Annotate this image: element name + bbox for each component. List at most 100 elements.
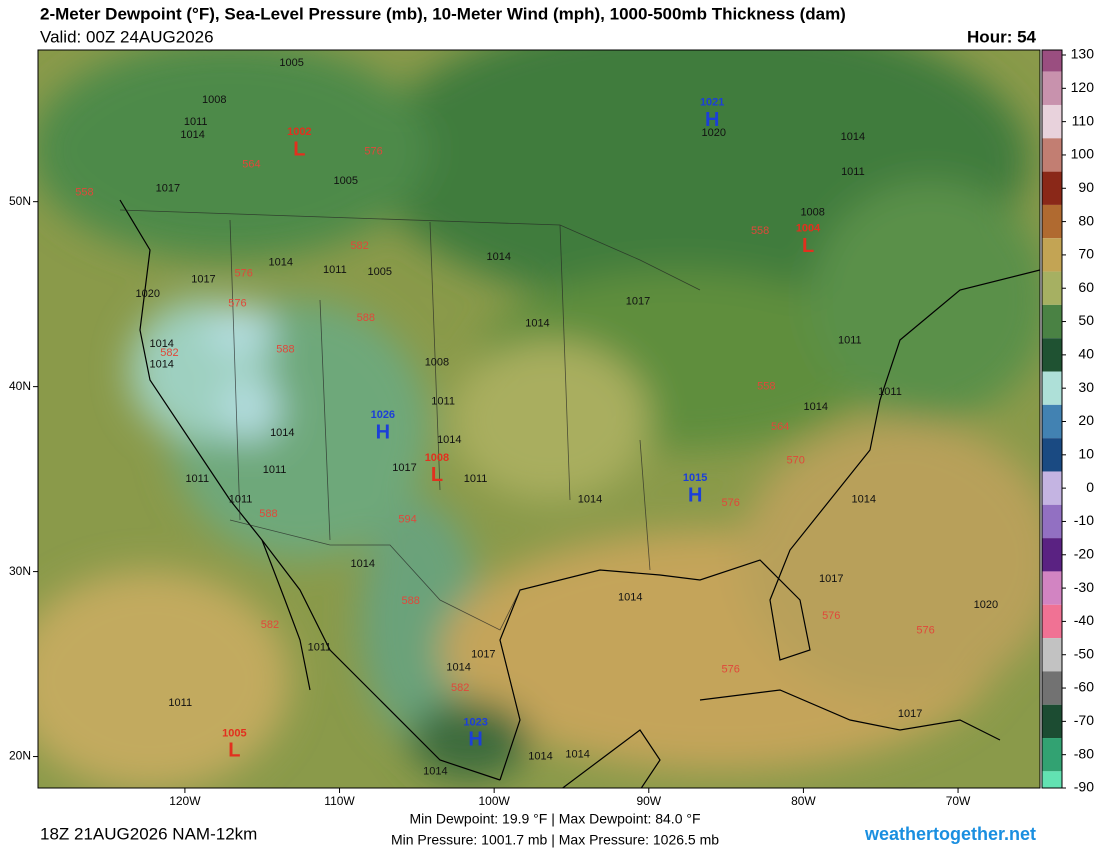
colorbar-label: 120 [1071,79,1095,95]
pressure-center-value: 1002 [287,126,311,138]
colorbar-label: -20 [1074,545,1094,561]
pressure-center-letter: L [431,464,443,486]
colorbar-label: 90 [1078,179,1094,195]
pressure-center-value: 1015 [683,472,707,484]
isobar-label: 1005 [367,266,391,278]
lon-label: 110W [324,794,355,808]
colorbar-band [1042,538,1062,572]
thickness-label: 588 [357,312,375,324]
colorbar-label: 110 [1072,112,1095,128]
isobar-label: 1014 [578,493,602,505]
colorbar-label: 10 [1078,446,1094,462]
colorbar-label: 40 [1078,346,1094,362]
lat-label: 50N [9,194,31,208]
dewpoint-shading [38,50,1040,788]
isobar-label: 1014 [269,257,293,269]
thickness-label: 576 [722,497,740,509]
isobar-label: 1005 [279,57,303,69]
isobar-label: 1017 [156,183,180,195]
isobar-label: 1011 [263,464,287,476]
lon-label: 100W [478,794,510,808]
colorbar-band [1042,238,1062,272]
colorbar-label: 50 [1078,312,1094,328]
thickness-label: 564 [242,159,260,171]
thickness-label: 582 [261,619,279,631]
colorbar-label: -70 [1074,712,1094,728]
isobar-label: 1011 [185,473,209,485]
isobar-label: 1017 [898,708,922,720]
thickness-label: 588 [401,595,419,607]
colorbar-band [1042,571,1062,605]
lon-label: 120W [169,794,201,808]
colorbar-label: 30 [1078,379,1094,395]
colorbar-band [1042,504,1062,539]
colorbar-band [1042,338,1062,372]
title: 2-Meter Dewpoint (°F), Sea-Level Pressur… [40,4,846,23]
colorbar-label: 60 [1078,279,1094,295]
pressure-center-value: 1005 [222,727,246,739]
lat-label: 40N [9,379,31,393]
thickness-label: 582 [451,682,469,694]
colorbar-label: -80 [1074,745,1094,761]
thickness-label: 582 [160,347,178,359]
isobar-label: 1014 [841,131,865,143]
thickness-label: 588 [259,508,277,520]
lat-label: 20N [9,749,31,763]
colorbar-band [1042,638,1062,672]
isobar-label: 1008 [800,207,824,219]
isobar-label: 1011 [308,641,332,653]
colorbar-band [1042,771,1062,788]
colorbar-band [1042,704,1062,739]
isobar-label: 1014 [350,558,374,570]
isobar-label: 1011 [838,334,862,346]
isobar-label: 1014 [180,129,204,141]
lon-label: 90W [636,794,661,808]
lon-label: 80W [791,794,816,808]
isobar-label: 1014 [525,318,549,330]
thickness-label: 576 [822,610,840,622]
thickness-label: 588 [276,344,294,356]
colorbar-band [1042,71,1062,105]
colorbar-band [1042,471,1062,505]
pressure-center-letter: H [468,729,482,751]
isobar-label: 1005 [333,175,357,187]
isobar-label: 1014 [149,338,173,350]
colorbar-label: 0 [1086,479,1094,495]
isobar-label: 1020 [974,599,998,611]
isobar-label: 1014 [437,434,461,446]
site-credit: weathertogether.net [864,824,1036,844]
colorbar-label: -40 [1074,612,1094,628]
colorbar-band [1042,671,1062,705]
pressure-center-letter: H [705,109,719,131]
pressure-center-value: 1008 [425,452,449,464]
isobar-label: 1014 [804,401,828,413]
isobar-label: 1014 [565,749,589,761]
thickness-label: 576 [916,625,934,637]
thickness-label: 576 [228,297,246,309]
colorbar-band [1042,738,1062,772]
isobar-label: 1017 [819,573,843,585]
pressure-center-letter: L [228,740,240,762]
model-run: 18Z 21AUG2026 NAM-12km [40,824,257,843]
map-field [38,50,1040,788]
colorbar-label: 70 [1078,246,1094,262]
isobar-label: 1011 [841,166,865,178]
colorbar-label: -30 [1074,579,1094,595]
isobar-label: 1014 [528,750,552,762]
colorbar-band [1042,50,1062,72]
isobar-label: 1014 [618,591,642,603]
pressure-center-value: 1021 [700,97,724,109]
thickness-label: 576 [722,664,740,676]
colorbar-label: -50 [1074,645,1094,661]
thickness-label: 576 [234,268,252,280]
colorbar-label: 20 [1078,412,1094,428]
isobar-label: 1011 [431,395,455,407]
colorbar-band [1042,371,1062,405]
borders [119,209,701,631]
isobar-label: 1008 [425,356,449,368]
colorbar-frame [1041,49,1063,789]
pressure-center-letter: H [376,422,390,444]
pressure-center-value: 1023 [463,716,487,728]
pressure-center-letter: L [293,139,305,161]
